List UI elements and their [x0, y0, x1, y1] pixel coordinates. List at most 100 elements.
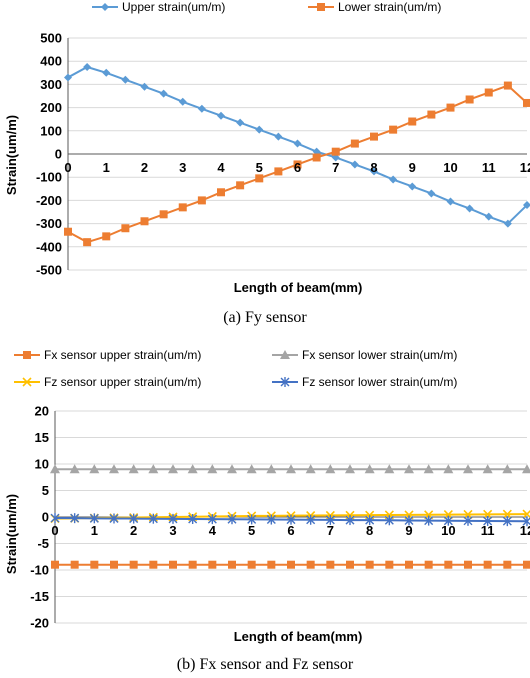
- chart-b-legend-label: Fx sensor lower strain(um/m): [302, 348, 457, 362]
- chart-b-data-point: [523, 560, 530, 569]
- chart-a-legend-marker: [101, 3, 109, 11]
- chart-b-legend-marker: [280, 377, 290, 387]
- chart-b-ytick-label: -5: [37, 536, 49, 551]
- chart-b-data-point: [345, 464, 355, 474]
- chart-b-xtick-label: 5: [248, 523, 255, 538]
- chart-a-data-point: [102, 68, 111, 77]
- chart-b-data-point: [227, 464, 237, 474]
- chart-b-ytick-label: 5: [42, 483, 49, 498]
- chart-a-data-point: [427, 110, 436, 119]
- chart-a-xtick-label: 10: [443, 160, 457, 175]
- chart-b-legend-marker: [22, 377, 32, 387]
- chart-b-data-point: [502, 464, 513, 474]
- chart-b-data-point: [207, 514, 217, 525]
- chart-b-data-point-stroke-2: [483, 509, 493, 519]
- chart-a-data-point: [178, 97, 187, 106]
- chart-a-axes: [67, 38, 527, 270]
- chart-b-legend-marker-stroke-2: [22, 377, 32, 387]
- chart-b-data-point-stroke-2: [502, 509, 512, 519]
- chart-a-data-point: [389, 125, 398, 134]
- chart-b-ytick-label: -10: [30, 563, 49, 578]
- chart-a-data-point: [140, 217, 149, 226]
- chart-b-data-point: [286, 514, 296, 525]
- chart-a-ytick-label: -400: [36, 239, 62, 254]
- chart-b-ytick-label: -15: [30, 589, 49, 604]
- chart-b-data-point: [443, 515, 453, 526]
- chart-b-data-point: [169, 560, 177, 569]
- chart-b-data-point: [228, 560, 236, 569]
- chart-b-caption: (b) Fx sensor and Fz sensor: [177, 656, 354, 673]
- chart-b-legend-label: Fz sensor upper strain(um/m): [44, 375, 201, 389]
- chart-b-xtick-label: 8: [366, 523, 373, 538]
- chart-a-ytick-label: -500: [36, 263, 62, 278]
- chart-b-xtick-label: 6: [287, 523, 294, 538]
- chart-b-xtick-label: 10: [441, 523, 455, 538]
- chart-a-data-point: [408, 182, 417, 191]
- chart-a-data-point: [159, 89, 168, 98]
- chart-a-data-point: [331, 147, 340, 156]
- chart-b-legend-item: Fx sensor lower strain(um/m): [272, 348, 457, 362]
- chart-b-data-point: [266, 464, 277, 474]
- chart-b-data-point: [365, 560, 374, 569]
- chart-b-data-point: [364, 464, 375, 474]
- chart-a-data-point: [523, 98, 530, 107]
- chart-b-legend: Fx sensor upper strain(um/m) Fx sensor lo…: [14, 348, 457, 389]
- chart-a-ytick-label: 200: [40, 100, 62, 115]
- chart-b-xtick-label: 4: [209, 523, 217, 538]
- chart-b-xtick-label: 7: [327, 523, 334, 538]
- chart-b-data-point: [247, 514, 257, 525]
- chart-b-ylabel: Strain(um/m): [4, 494, 19, 574]
- chart-b-data-point: [188, 560, 197, 569]
- chart-b-data-point: [423, 464, 434, 474]
- chart-a-xtick-label: 12: [520, 160, 530, 175]
- chart-a-xtick-label: 7: [332, 160, 339, 175]
- chart-b-legend-item: Fx sensor upper strain(um/m): [14, 348, 201, 362]
- chart-a-data-point: [197, 196, 206, 205]
- chart-b-data-point: [385, 560, 394, 569]
- chart-a-data-point: [312, 153, 321, 162]
- chart-b-data-point: [129, 560, 138, 569]
- chart-a-xtick-label: 4: [217, 160, 225, 175]
- chart-b-xtick-label: 1: [91, 523, 98, 538]
- chart-a-data-point: [217, 188, 225, 197]
- chart-fx-fz-sensor: -20-15-10-5051015200123456789101112 Fx s…: [4, 348, 530, 673]
- chart-b-data-point: [110, 560, 118, 569]
- chart-b-data-point: [109, 513, 119, 524]
- chart-b-data-point: [187, 464, 198, 474]
- chart-a-series-0: [64, 63, 530, 228]
- chart-b-data-point: [326, 560, 335, 569]
- chart-a-data-point: [484, 88, 493, 97]
- chart-a-data-point: [465, 204, 474, 213]
- chart-a-legend-item: Upper strain(um/m): [92, 0, 225, 14]
- chart-a-xtick-label: 8: [370, 160, 377, 175]
- chart-b-data-point: [50, 513, 60, 524]
- chart-a-xlabel: Length of beam(mm): [234, 280, 363, 295]
- chart-b-data-point-stroke-2: [463, 509, 473, 520]
- chart-b-xtick-label: 3: [169, 523, 176, 538]
- chart-b-data-point: [483, 509, 493, 519]
- chart-b-data-point: [384, 464, 395, 474]
- chart-b-data-point: [247, 560, 256, 569]
- chart-b-data-point: [306, 514, 316, 525]
- chart-b-data-point: [69, 464, 80, 474]
- chart-b-data-point: [266, 514, 276, 525]
- chart-a-data-point: [140, 82, 149, 91]
- chart-a-xtick-label: 3: [179, 160, 186, 175]
- chart-a-data-point: [350, 139, 359, 148]
- chart-a-data-point: [197, 104, 206, 113]
- chart-b-xtick-label: 2: [130, 523, 137, 538]
- chart-b-data-point: [148, 464, 159, 474]
- chart-b-data-point: [464, 560, 472, 569]
- chart-a-data-point: [465, 95, 474, 104]
- chart-b-data-point: [90, 560, 99, 569]
- chart-a-data-point: [102, 232, 111, 241]
- chart-b-legend-label: Fx sensor upper strain(um/m): [44, 348, 201, 362]
- chart-b-data-point: [267, 560, 276, 569]
- chart-b-data-point: [325, 464, 336, 474]
- chart-b-xtick-label: 0: [51, 523, 58, 538]
- chart-b-data-point: [129, 513, 139, 524]
- chart-b-data-point: [463, 515, 473, 526]
- chart-b-data-point: [405, 560, 413, 569]
